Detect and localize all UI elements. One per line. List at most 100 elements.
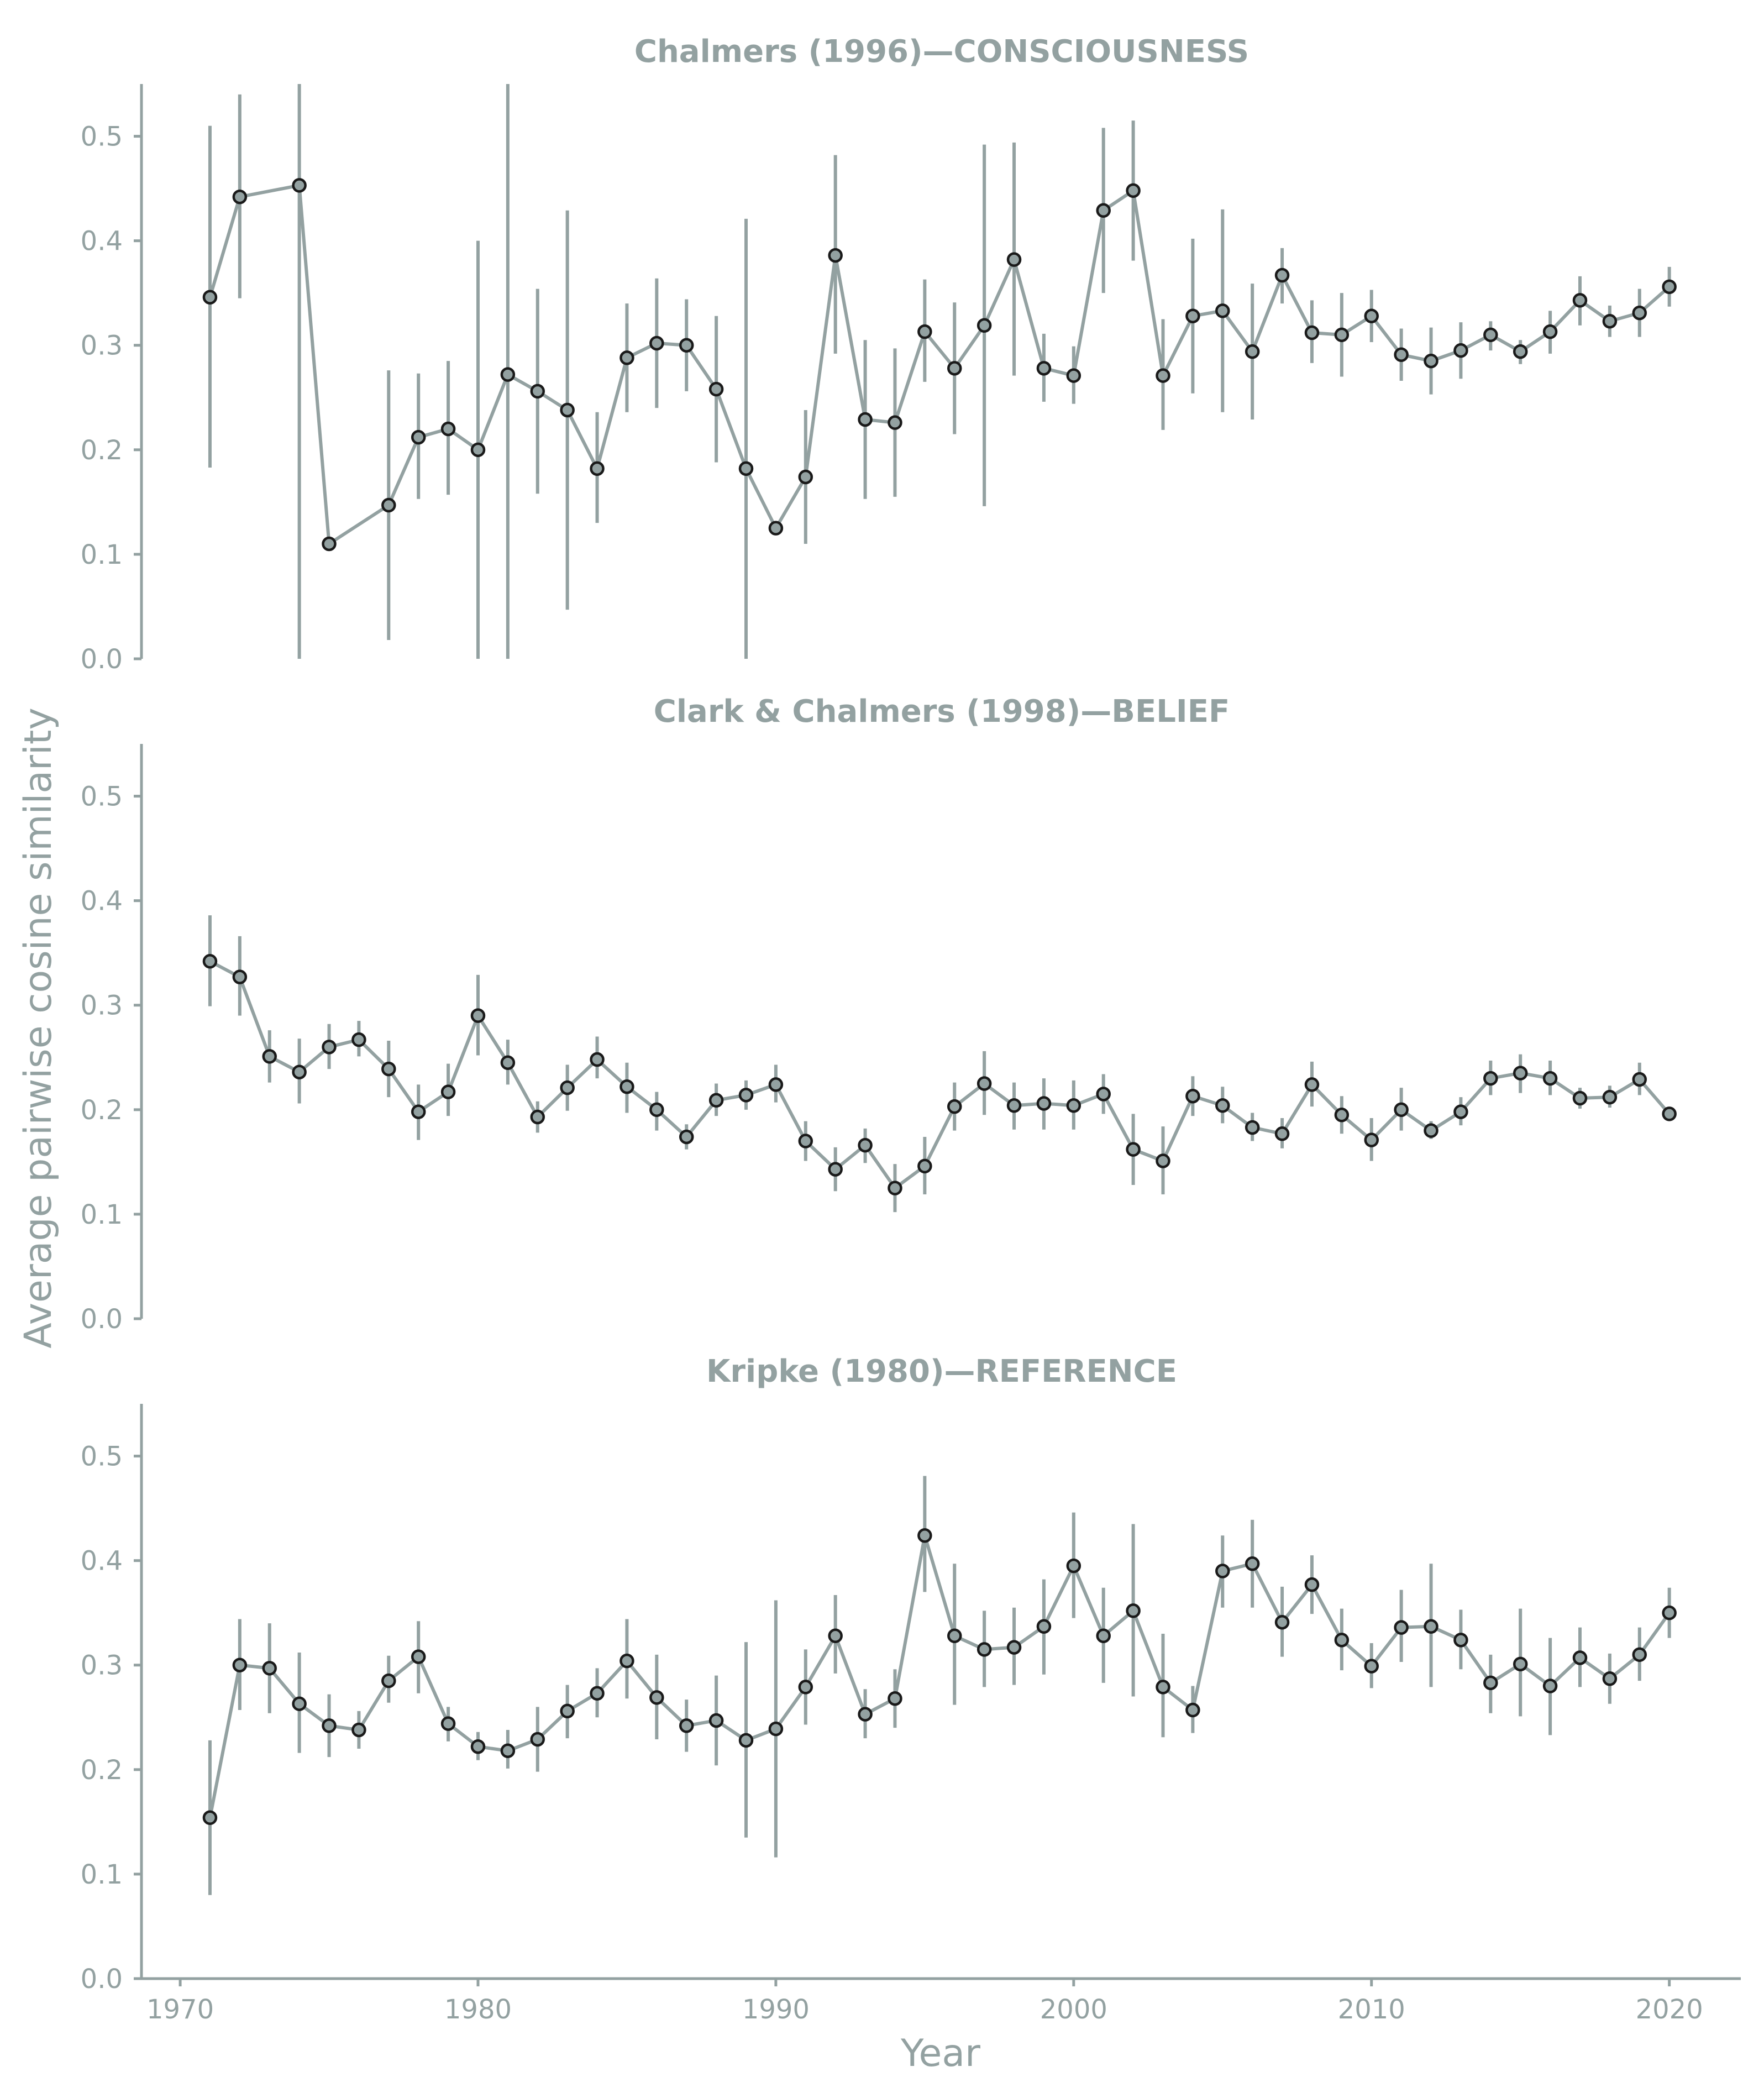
data-point bbox=[381, 1061, 396, 1077]
y-tick-label: 0.4 bbox=[81, 226, 123, 257]
data-point bbox=[1245, 1120, 1260, 1135]
data-point bbox=[917, 324, 932, 339]
data-point bbox=[1096, 203, 1111, 218]
data-point bbox=[232, 1658, 248, 1672]
data-point bbox=[1483, 1071, 1498, 1086]
data-point bbox=[768, 521, 784, 536]
y-tick-label: 0.2 bbox=[81, 1095, 123, 1126]
data-point bbox=[500, 1055, 516, 1070]
data-point bbox=[1066, 1098, 1082, 1113]
data-point bbox=[738, 1088, 754, 1103]
y-tick-label: 0.3 bbox=[81, 331, 123, 361]
data-point bbox=[1185, 1088, 1200, 1104]
data-point bbox=[917, 1158, 932, 1174]
data-point bbox=[262, 1661, 277, 1676]
data-point bbox=[977, 1642, 992, 1657]
data-point bbox=[620, 350, 634, 365]
data-point bbox=[947, 1099, 962, 1114]
data-point bbox=[440, 421, 456, 437]
x-tick-label: 1970 bbox=[146, 1994, 214, 2025]
data-point bbox=[1215, 1098, 1230, 1113]
x-tick-label: 1980 bbox=[444, 1994, 512, 2025]
data-point bbox=[292, 1064, 307, 1079]
data-point bbox=[947, 1628, 962, 1644]
data-point bbox=[1126, 183, 1141, 198]
data-point bbox=[738, 461, 754, 476]
data-point bbox=[1542, 1071, 1558, 1086]
data-point bbox=[768, 1077, 784, 1092]
data-point bbox=[411, 1104, 426, 1119]
data-point bbox=[1096, 1628, 1111, 1644]
data-point bbox=[738, 1733, 754, 1748]
data-point bbox=[322, 1718, 337, 1733]
data-point bbox=[649, 1690, 664, 1705]
data-point bbox=[1424, 1123, 1439, 1138]
data-point bbox=[858, 1137, 873, 1153]
data-point bbox=[888, 1691, 902, 1706]
data-point bbox=[1215, 1564, 1230, 1578]
data-point bbox=[1066, 368, 1082, 383]
data-point bbox=[1394, 1620, 1409, 1635]
panel-reference: Kripke (1980)—REFERENCE 0.0 0.1 0.2 0.3 0.4 0… bbox=[81, 1354, 1677, 1995]
data-point bbox=[202, 290, 218, 305]
y-tick-label: 0.2 bbox=[81, 1755, 123, 1786]
y-tick-label: 0.5 bbox=[81, 781, 123, 812]
data-point bbox=[798, 1134, 813, 1148]
data-point bbox=[1304, 325, 1320, 340]
y-tick-label: 0.4 bbox=[81, 1546, 123, 1577]
data-point bbox=[1185, 1702, 1200, 1718]
data-point bbox=[1662, 1106, 1677, 1121]
data-point bbox=[1513, 1656, 1528, 1672]
data-point bbox=[440, 1716, 456, 1731]
data-point bbox=[322, 1040, 337, 1055]
data-point bbox=[1483, 327, 1498, 343]
data-point bbox=[888, 1181, 902, 1195]
x-tick-label: 2000 bbox=[1040, 1994, 1107, 2025]
y-tick-label: 0.4 bbox=[81, 886, 123, 917]
data-point bbox=[798, 469, 813, 485]
data-point bbox=[649, 335, 664, 351]
data-point bbox=[1453, 1633, 1468, 1648]
data-point bbox=[470, 442, 486, 458]
data-point bbox=[590, 461, 605, 476]
panel-title-reference: Kripke (1980)—REFERENCE bbox=[706, 1354, 1177, 1389]
data-point bbox=[1274, 1614, 1290, 1630]
data-point bbox=[1215, 303, 1230, 318]
y-tick-label: 0.5 bbox=[81, 1441, 123, 1472]
data-point bbox=[977, 318, 992, 333]
data-point bbox=[649, 1102, 664, 1118]
y-tick-label: 0.2 bbox=[81, 435, 123, 466]
data-point bbox=[411, 1649, 426, 1664]
data-point bbox=[708, 381, 724, 397]
data-point bbox=[1126, 1142, 1141, 1157]
data-point bbox=[1602, 313, 1618, 329]
y-tick-label: 0.0 bbox=[81, 644, 123, 675]
data-point bbox=[1632, 1072, 1647, 1087]
data-point bbox=[679, 338, 694, 353]
data-point bbox=[1156, 368, 1170, 383]
data-point bbox=[1453, 1104, 1468, 1119]
data-point bbox=[1424, 353, 1439, 369]
data-point bbox=[322, 536, 337, 552]
data-point bbox=[1185, 308, 1200, 324]
data-point bbox=[1364, 1659, 1379, 1674]
data-point bbox=[1334, 327, 1350, 343]
data-point bbox=[262, 1049, 277, 1064]
data-point bbox=[620, 1653, 634, 1669]
data-point bbox=[590, 1686, 605, 1701]
x-axis-label: Year bbox=[900, 2032, 980, 2075]
data-point bbox=[1274, 1126, 1290, 1141]
data-point bbox=[530, 384, 545, 399]
data-point bbox=[440, 1084, 456, 1099]
data-point bbox=[292, 178, 307, 193]
y-tick-label: 0.0 bbox=[81, 1304, 123, 1335]
data-point bbox=[828, 1628, 843, 1644]
data-point bbox=[947, 361, 962, 376]
data-point bbox=[381, 1673, 396, 1688]
y-axis-label: Average pairwise cosine similarity bbox=[17, 707, 60, 1349]
data-point bbox=[828, 1162, 843, 1177]
data-point bbox=[1304, 1077, 1320, 1092]
data-point bbox=[1542, 1679, 1558, 1693]
